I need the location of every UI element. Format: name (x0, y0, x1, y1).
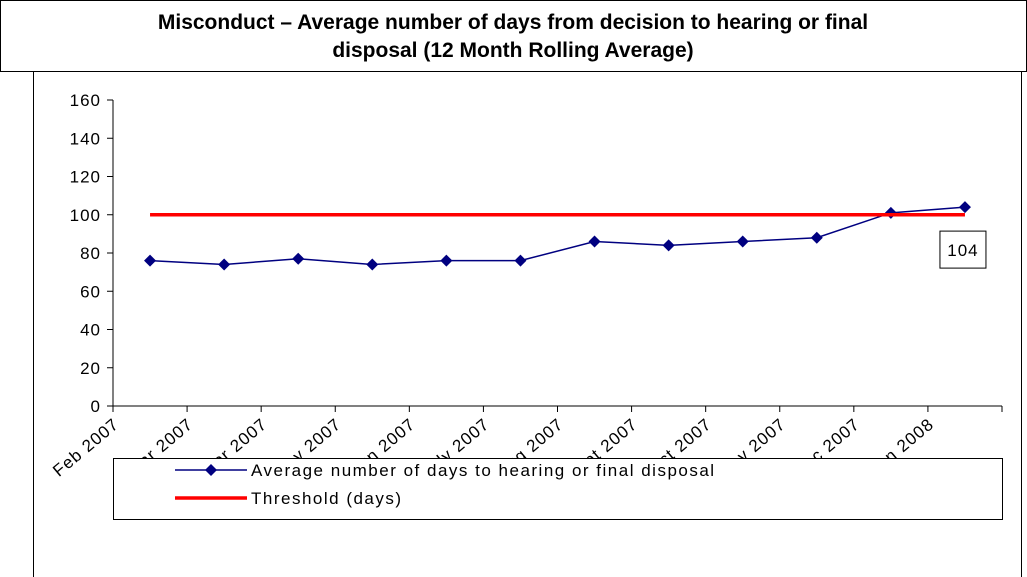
data-point (366, 258, 379, 271)
y-tick-label: 20 (80, 359, 101, 378)
y-tick-label: 60 (80, 282, 101, 301)
data-point (958, 201, 971, 214)
legend-label: Average number of days to hearing or fin… (251, 461, 716, 480)
data-point (884, 206, 897, 219)
title-box (0, 0, 1027, 72)
data-label: 104 (947, 241, 978, 260)
x-tick-label: Feb 2007 (49, 415, 122, 481)
data-point (292, 252, 305, 265)
data-point (440, 254, 453, 267)
data-line (150, 206, 966, 266)
data-point (810, 231, 823, 244)
data-point (218, 258, 231, 271)
data-label-box (939, 230, 987, 269)
legend-box (113, 458, 1003, 520)
y-tick-label: 40 (80, 321, 101, 340)
y-tick-label: 80 (80, 244, 101, 263)
chart-title: disposal (12 Month Rolling Average) (332, 39, 693, 62)
data-point (588, 235, 601, 248)
y-tick-label: 140 (70, 129, 101, 148)
data-point (662, 239, 675, 252)
y-tick-label: 160 (70, 91, 101, 110)
y-tick-label: 120 (70, 168, 101, 187)
legend-label: Threshold (days) (251, 489, 403, 508)
legend-marker (205, 464, 217, 476)
y-tick-label: 100 (70, 206, 101, 225)
data-point (144, 254, 157, 267)
chart-title: Misconduct – Average number of days from… (158, 11, 868, 34)
data-point (736, 235, 749, 248)
data-point (514, 254, 527, 267)
y-tick-label: 0 (91, 397, 101, 416)
